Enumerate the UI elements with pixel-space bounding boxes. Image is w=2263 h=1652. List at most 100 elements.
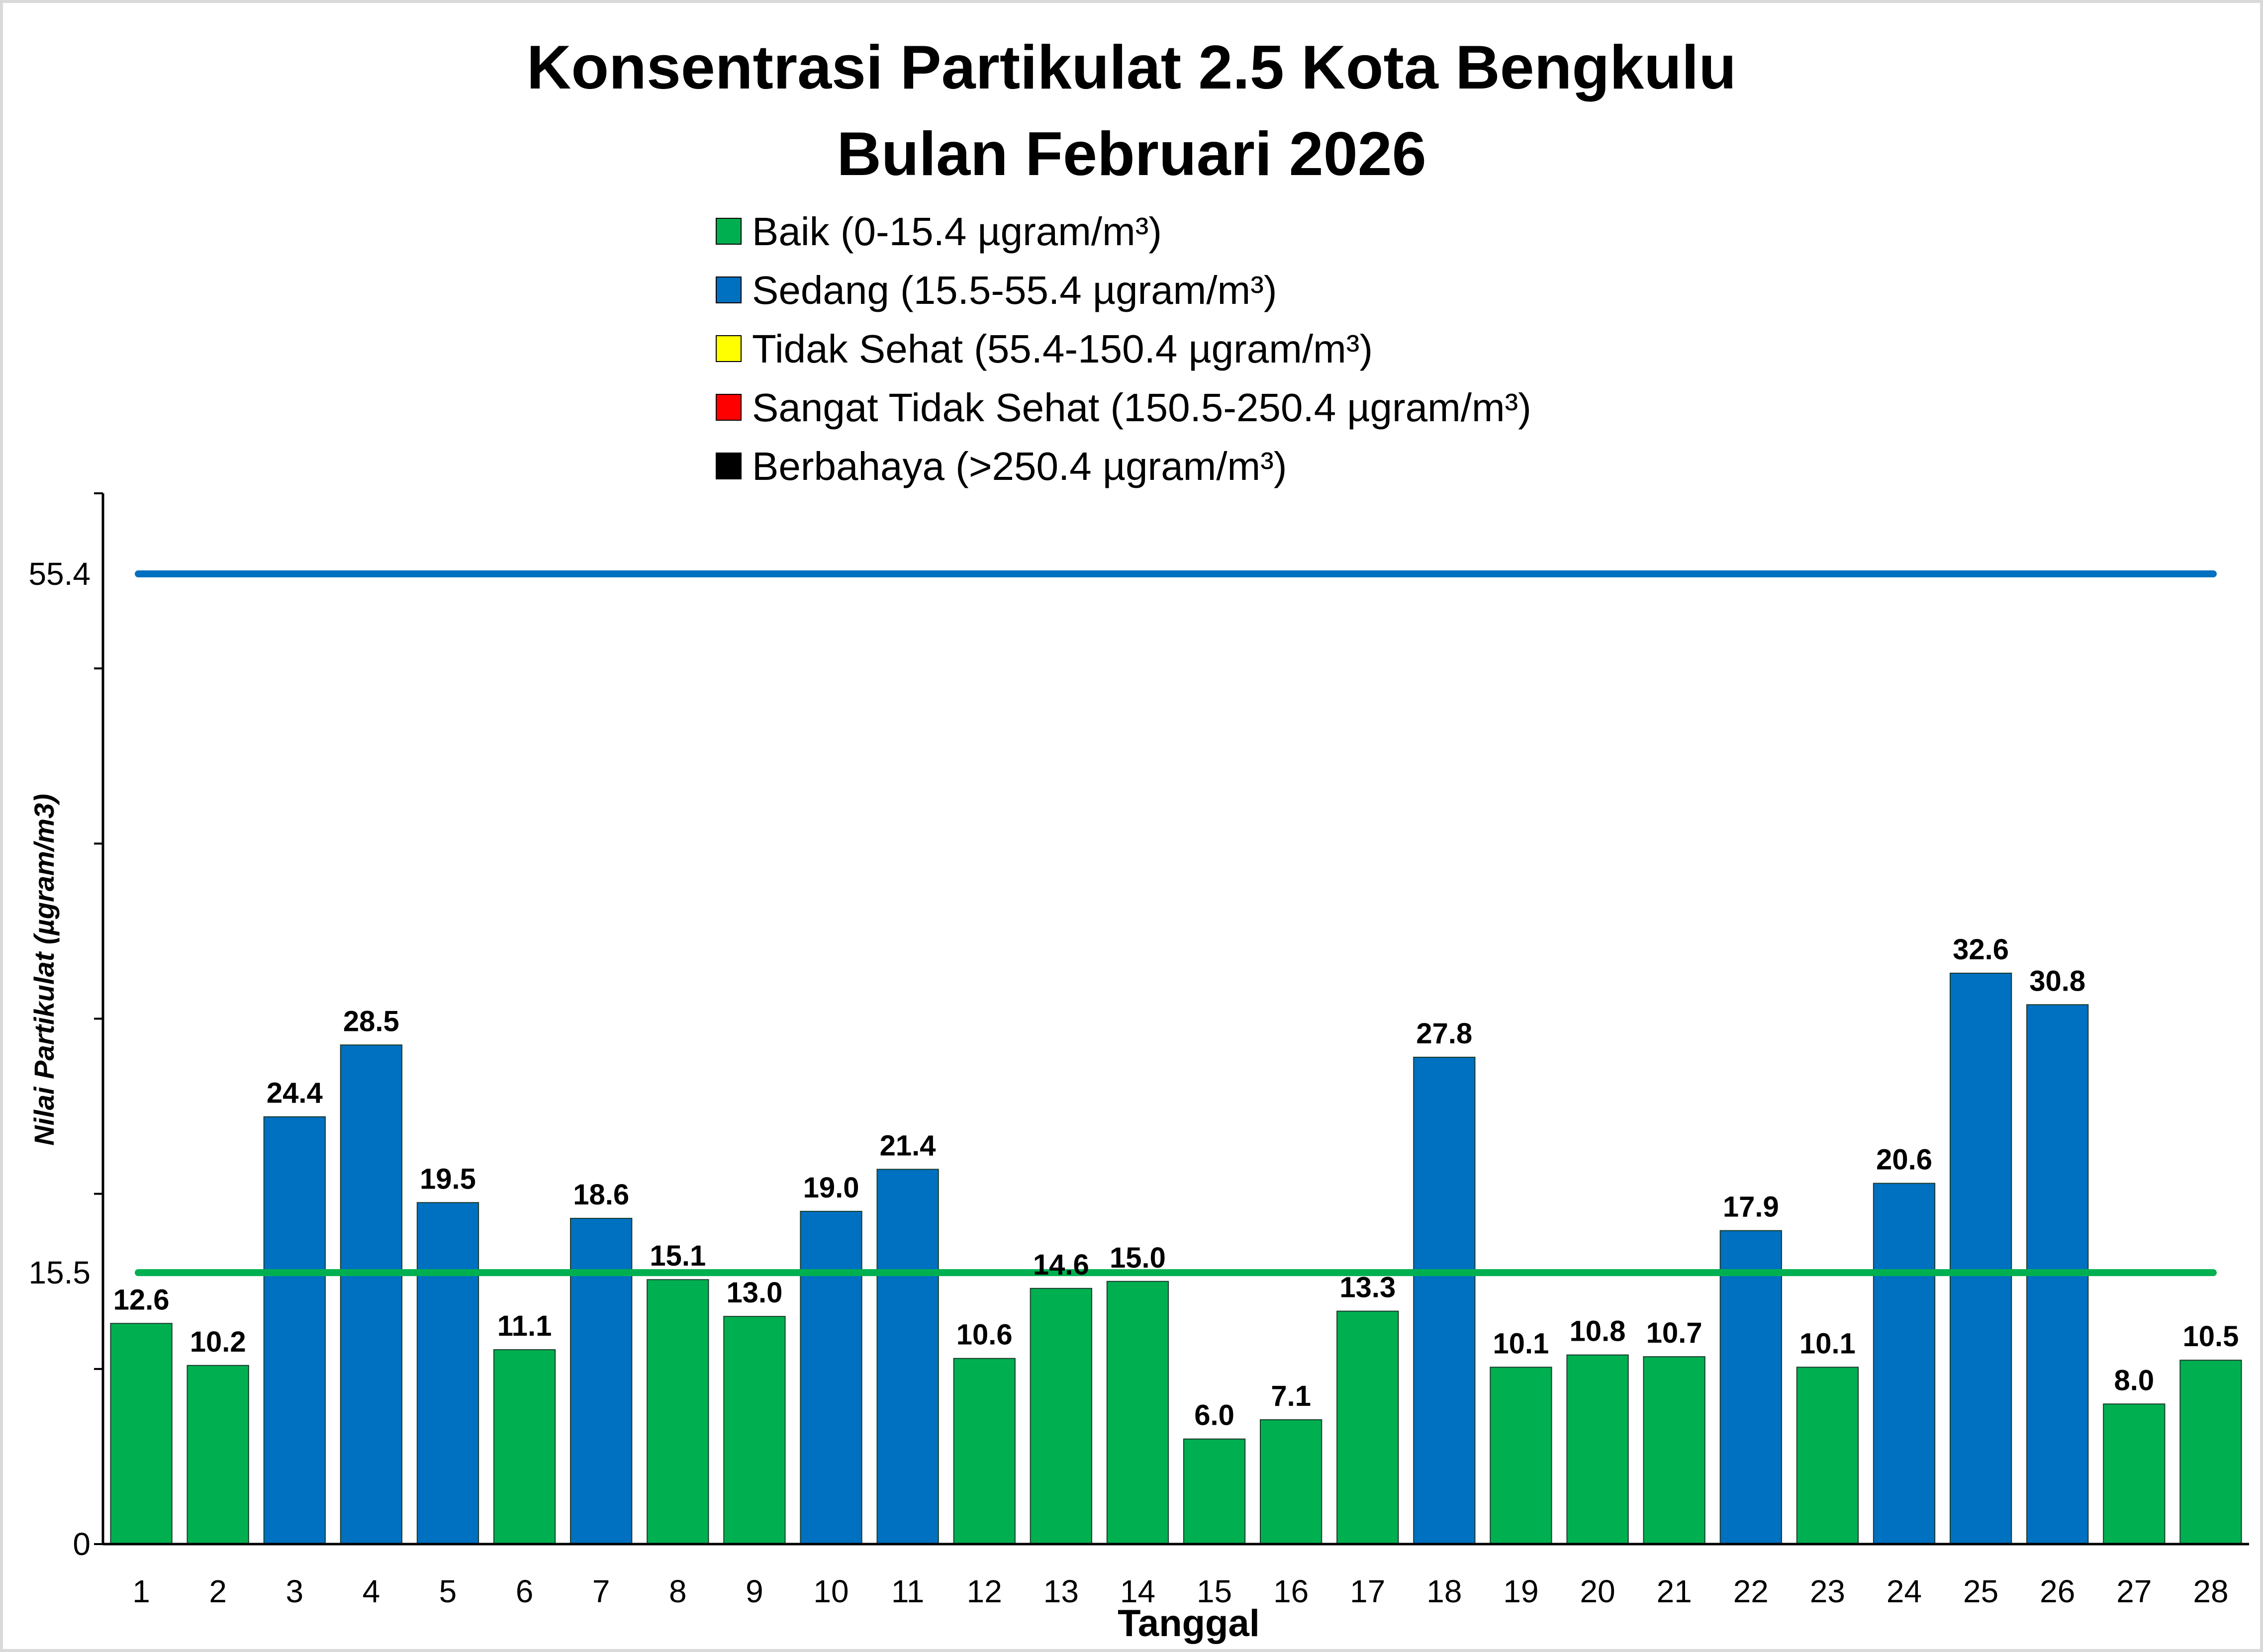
bar-day-24 xyxy=(1873,1183,1936,1545)
bar-day-16 xyxy=(1260,1419,1322,1545)
data-label: 10.6 xyxy=(956,1319,1013,1351)
legend: Baik (0-15.4 µgram/m³) Sedang (15.5-55.4 … xyxy=(716,209,1531,488)
legend-label: Sedang (15.5-55.4 µgram/m³) xyxy=(752,268,1277,312)
x-tick-label: 15 xyxy=(1197,1573,1232,1609)
x-tick-label: 5 xyxy=(439,1573,457,1609)
bar-day-20 xyxy=(1566,1354,1629,1545)
data-label: 27.8 xyxy=(1416,1017,1472,1050)
bar-day-1 xyxy=(110,1323,173,1545)
data-label: 30.8 xyxy=(2029,965,2085,997)
x-tick-label: 7 xyxy=(592,1573,610,1609)
data-label: 13.0 xyxy=(726,1277,782,1309)
data-label: 10.2 xyxy=(190,1326,246,1358)
data-label: 13.3 xyxy=(1339,1272,1396,1304)
bar-day-6 xyxy=(493,1349,556,1545)
legend-label: Berbahaya (>250.4 µgram/m³) xyxy=(752,444,1287,488)
bar-day-3 xyxy=(263,1116,326,1545)
data-label: 10.8 xyxy=(1570,1315,1626,1348)
data-label: 11.1 xyxy=(497,1310,552,1342)
data-label: 7.1 xyxy=(1271,1380,1311,1412)
data-label: 24.4 xyxy=(267,1077,323,1109)
x-tick-label: 6 xyxy=(516,1573,534,1609)
bar-day-28 xyxy=(2179,1360,2242,1545)
bar-day-10 xyxy=(800,1210,862,1545)
x-tick-label: 13 xyxy=(1043,1573,1079,1609)
x-tick-label: 19 xyxy=(1503,1573,1538,1609)
x-tick-label: 8 xyxy=(669,1573,687,1609)
bar-day-15 xyxy=(1183,1438,1246,1545)
legend-swatch-baik xyxy=(716,218,742,245)
x-tick-label: 14 xyxy=(1120,1573,1155,1609)
x-axis-title: Tanggal xyxy=(1118,1602,1260,1645)
bar-day-18 xyxy=(1413,1056,1476,1545)
x-tick-label: 20 xyxy=(1580,1573,1615,1609)
data-label: 28.5 xyxy=(343,1005,399,1037)
data-label: 10.1 xyxy=(1493,1327,1549,1360)
legend-swatch-berbahaya xyxy=(716,453,742,479)
legend-label: Baik (0-15.4 µgram/m³) xyxy=(752,209,1162,254)
x-tick-label: 17 xyxy=(1350,1573,1385,1609)
bar-day-2 xyxy=(187,1365,249,1545)
x-tick-label: 25 xyxy=(1963,1573,1998,1609)
plot-area: 0 15.5 55.4 12.6 10.2 24.4 28.5 19.5 11.1 18.6 15.… xyxy=(28,492,2249,1609)
x-tick-label: 10 xyxy=(813,1573,849,1609)
x-tick-label: 26 xyxy=(2040,1573,2075,1609)
x-tick-label: 16 xyxy=(1273,1573,1309,1609)
data-label: 12.6 xyxy=(113,1284,170,1316)
x-tick-label: 1 xyxy=(132,1573,150,1609)
y-tick-label: 0 xyxy=(73,1526,91,1562)
x-tick-label: 3 xyxy=(285,1573,303,1609)
bar-day-17 xyxy=(1336,1310,1399,1545)
bar-day-22 xyxy=(1719,1230,1782,1545)
bar-day-27 xyxy=(2103,1403,2166,1545)
data-label: 15.1 xyxy=(650,1240,706,1272)
legend-swatch-tidak-sehat xyxy=(716,335,742,362)
legend-label: Tidak Sehat (55.4-150.4 µgram/m³) xyxy=(752,327,1373,371)
legend-swatch-sangat-tidak-sehat xyxy=(716,394,742,421)
data-label: 19.5 xyxy=(420,1163,476,1195)
bar-day-19 xyxy=(1490,1367,1552,1545)
x-tick-label: 24 xyxy=(1886,1573,1922,1609)
bar-day-23 xyxy=(1796,1367,1859,1545)
bar-day-8 xyxy=(647,1279,709,1545)
x-tick-label: 27 xyxy=(2116,1573,2152,1609)
data-label: 6.0 xyxy=(1194,1399,1234,1432)
x-tick-label: 21 xyxy=(1657,1573,1692,1609)
x-tick-label: 4 xyxy=(363,1573,380,1609)
bar-day-9 xyxy=(723,1316,786,1545)
data-label: 10.7 xyxy=(1646,1317,1702,1349)
bar-day-7 xyxy=(570,1217,633,1545)
bar-day-5 xyxy=(416,1202,479,1545)
legend-label: Sangat Tidak Sehat (150.5-250.4 µgram/m³… xyxy=(752,385,1531,430)
x-tick-label: 2 xyxy=(209,1573,227,1609)
x-tick-label: 9 xyxy=(746,1573,763,1609)
data-label: 14.6 xyxy=(1033,1249,1089,1281)
data-label: 19.0 xyxy=(803,1172,859,1204)
x-tick-label: 18 xyxy=(1426,1573,1462,1609)
data-label: 10.5 xyxy=(2183,1320,2239,1353)
chart-title: Konsentrasi Partikulat 2.5 Kota Bengkulu xyxy=(527,33,1736,102)
bar-day-11 xyxy=(876,1169,939,1545)
data-label: 18.6 xyxy=(573,1179,629,1211)
data-label: 32.6 xyxy=(1953,933,2009,966)
x-tick-label: 22 xyxy=(1733,1573,1769,1609)
data-label: 20.6 xyxy=(1876,1144,1932,1176)
bar-day-12 xyxy=(953,1358,1016,1545)
x-tick-label: 28 xyxy=(2193,1573,2228,1609)
bar-day-25 xyxy=(1949,972,2012,1545)
legend-swatch-sedang xyxy=(716,276,742,303)
x-tick-label: 23 xyxy=(1810,1573,1845,1609)
y-axis-title: Nilai Partikulat (µgram/m3) xyxy=(28,794,60,1146)
bar-day-14 xyxy=(1106,1281,1169,1545)
data-label: 21.4 xyxy=(880,1129,936,1162)
y-tick-label: 15.5 xyxy=(28,1255,91,1290)
chart-subtitle: Bulan Februari 2026 xyxy=(837,120,1426,188)
y-tick-label: 55.4 xyxy=(28,556,91,592)
bar-day-4 xyxy=(340,1044,403,1545)
bar-day-21 xyxy=(1643,1356,1705,1545)
data-label: 8.0 xyxy=(2114,1364,2155,1396)
bar-day-13 xyxy=(1030,1287,1092,1545)
data-label: 10.1 xyxy=(1799,1327,1856,1360)
